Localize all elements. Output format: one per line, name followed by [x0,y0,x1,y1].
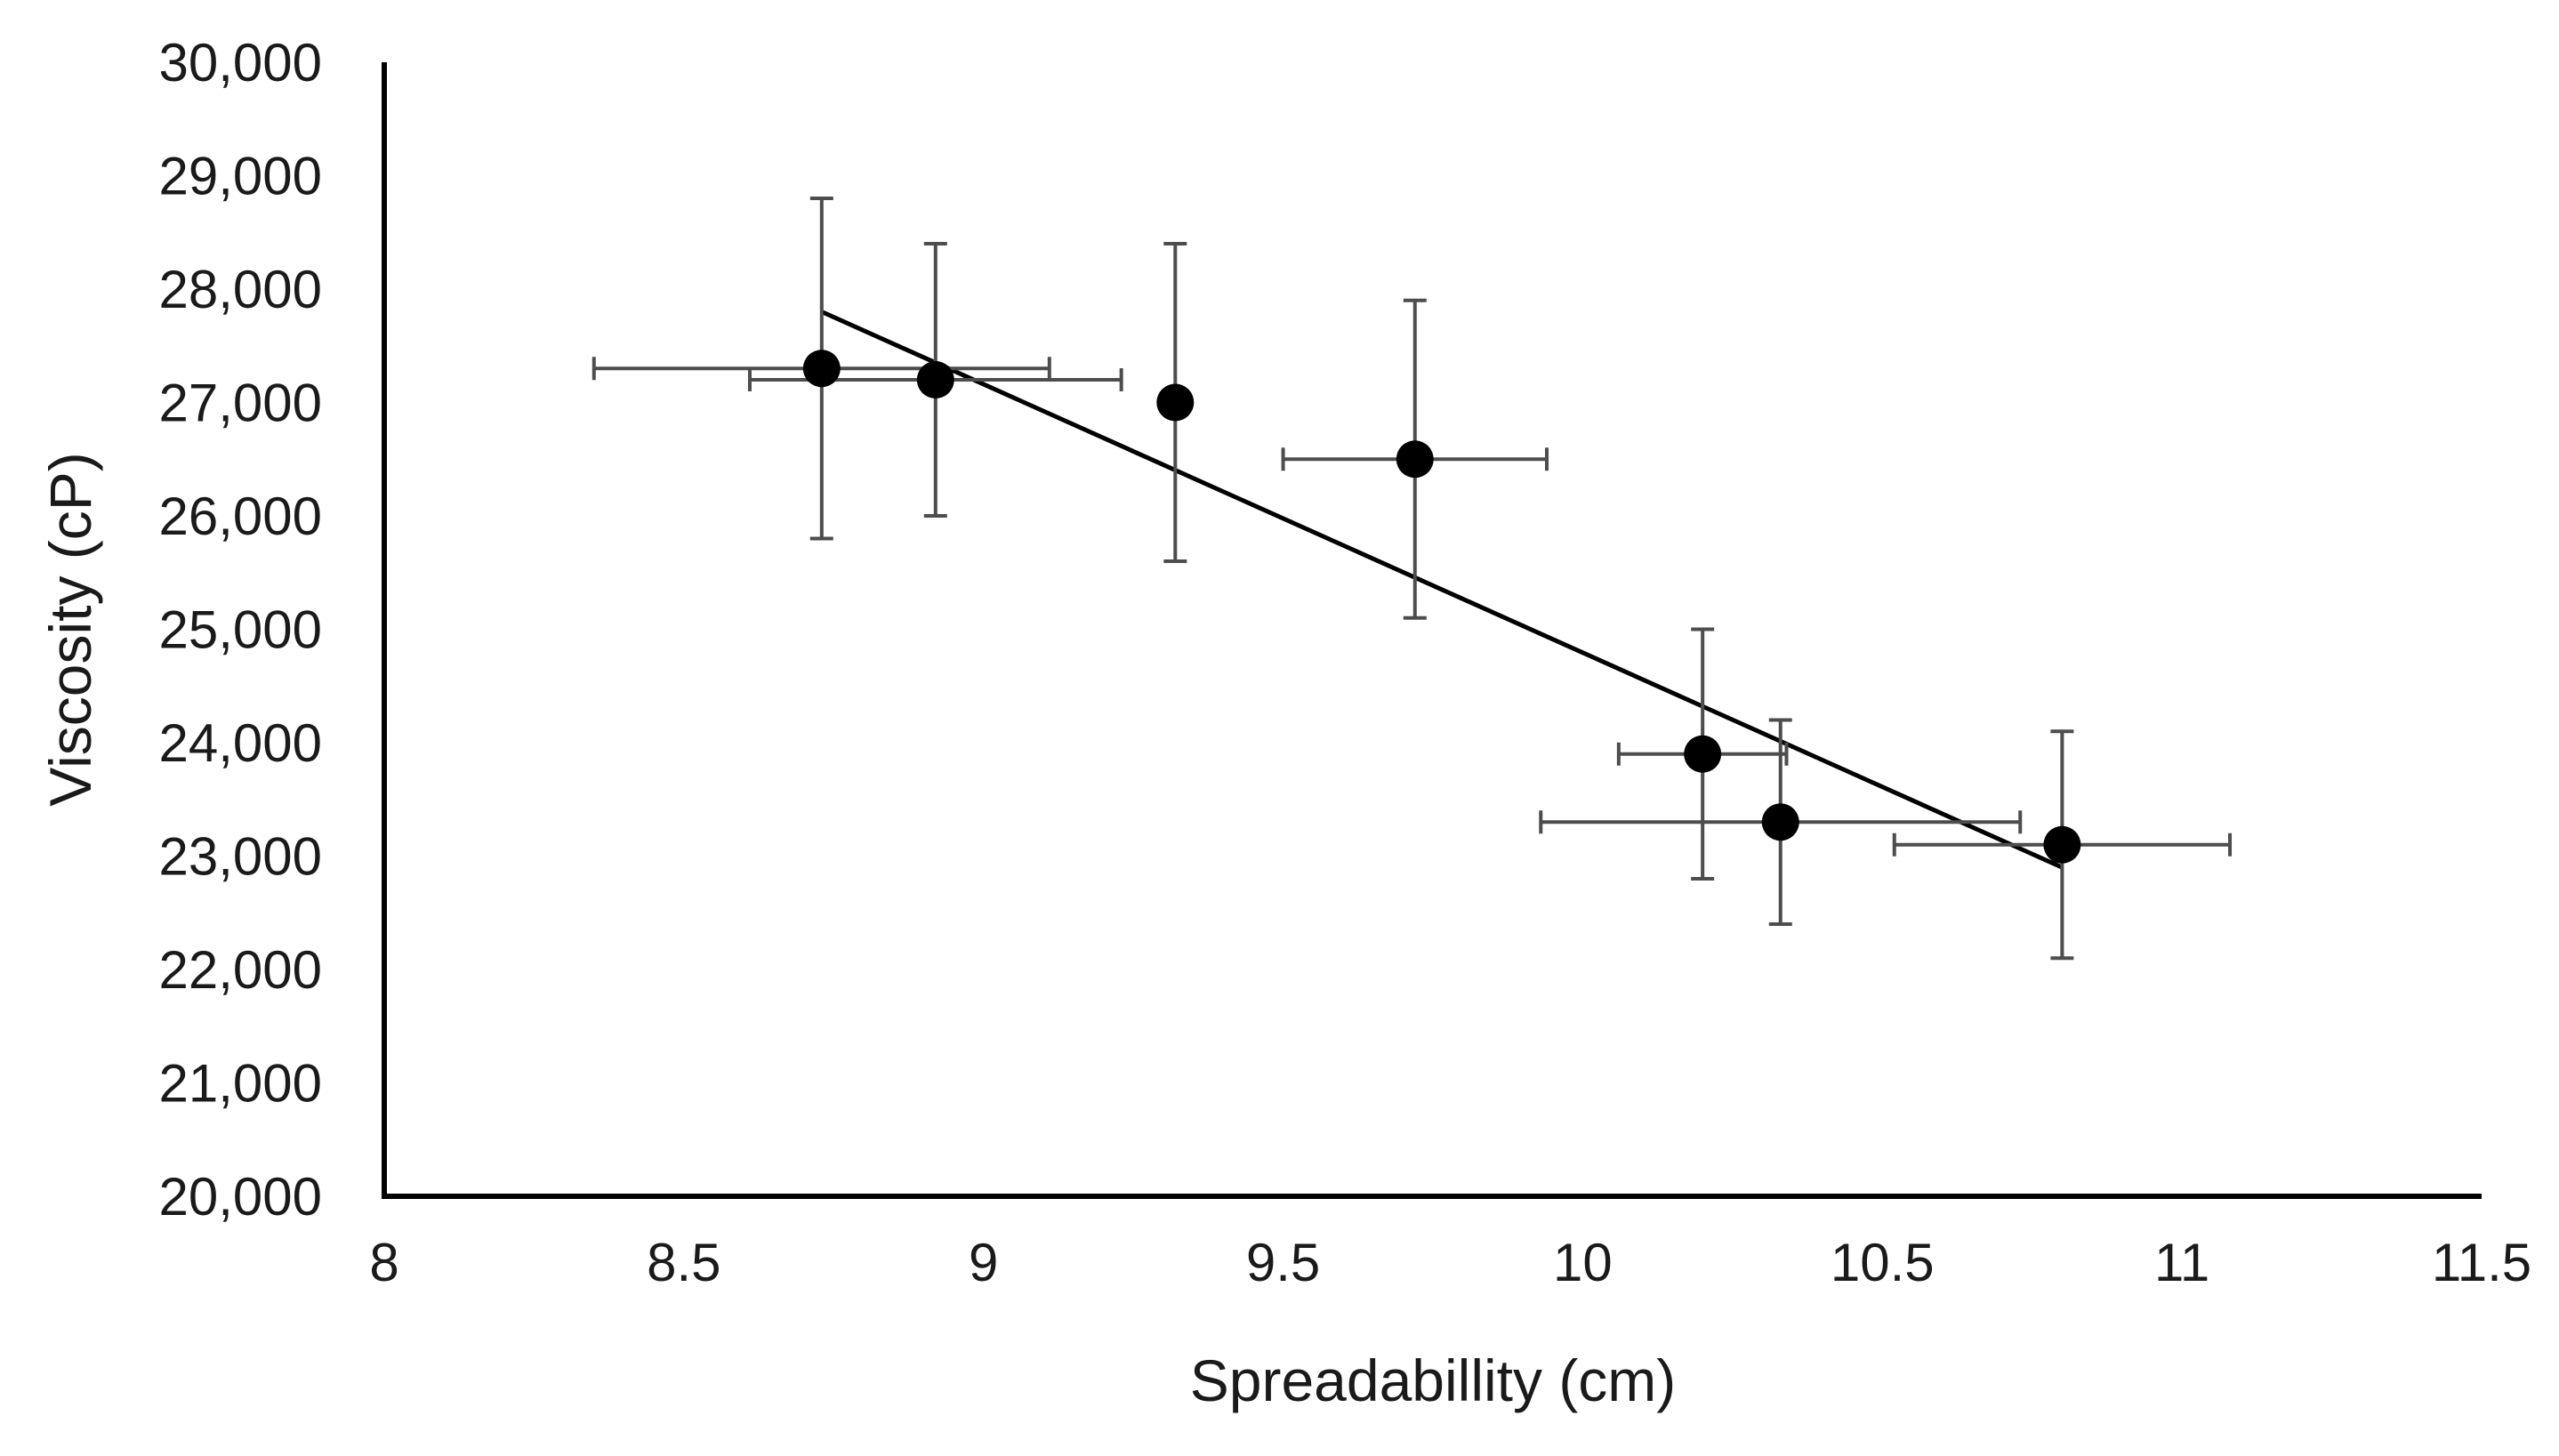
y-tick-label: 25,000 [158,600,322,660]
x-tick-label: 10 [1553,1233,1613,1292]
x-tick-label: 8.5 [647,1233,720,1292]
data-point [1156,383,1195,422]
x-tick-label: 8 [369,1233,398,1292]
data-point [2043,825,2081,864]
data-point [1396,440,1434,479]
y-tick-label: 26,000 [158,487,322,546]
data-point [802,350,841,388]
y-axis-tick-labels: 20,000 21,000 22,000 23,000 24,000 25,000 26,0… [158,33,322,1227]
data-point [1761,803,1799,841]
x-tick-label: 9.5 [1246,1233,1320,1292]
x-tick-label: 11 [2154,1233,2209,1292]
trendline [820,310,2064,870]
y-tick-label: 28,000 [158,260,322,319]
data-point [1684,735,1722,773]
x-axis-title: Spreadabillity (cm) [1190,1347,1677,1413]
y-tick-label: 30,000 [158,33,322,93]
y-tick-label: 23,000 [158,827,322,887]
x-tick-label: 10.5 [1831,1233,1935,1292]
y-axis-title: Viscosity (cP) [37,452,103,807]
x-axis-tick-labels: 8 8.5 9 9.5 10 10.5 11 11.5 [369,1233,2531,1292]
y-tick-label: 29,000 [158,147,322,206]
y-tick-label: 27,000 [158,374,322,433]
x-tick-label: 11.5 [2432,1233,2531,1292]
x-tick-label: 9 [969,1233,998,1292]
y-tick-label: 20,000 [158,1167,322,1227]
y-tick-label: 21,000 [158,1054,322,1114]
data-point [916,361,954,398]
y-tick-label: 24,000 [158,713,322,773]
axes [382,62,2482,1199]
data-points [802,350,2081,864]
y-tick-label: 22,000 [158,940,322,1000]
